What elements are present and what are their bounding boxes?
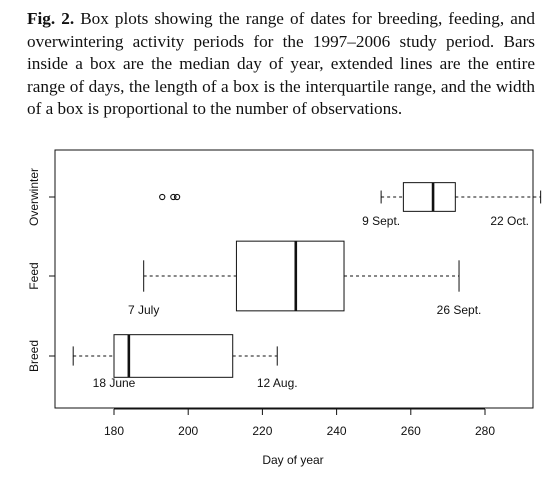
annotation-1: 12 Aug. [257, 376, 298, 390]
box-breed [113, 334, 234, 378]
outlier-overwinter-2 [173, 193, 181, 201]
category-label-breed: Breed [27, 340, 41, 372]
annotations-layer: 18 June 12 Aug. 7 July 26 Sept. 9 Sept. 22 Oc… [93, 214, 529, 390]
boxes-layer [72, 182, 542, 378]
annotation-0: 18 June [93, 376, 136, 390]
category-axis: Breed Feed Overwinter [27, 168, 55, 372]
category-label-feed: Feed [27, 262, 41, 289]
x-tick-label-240: 240 [327, 424, 347, 438]
annotation-5: 22 Oct. [490, 214, 529, 228]
annotation-3: 26 Sept. [437, 303, 482, 317]
box-feed [235, 240, 345, 312]
x-tick-label-280: 280 [475, 424, 495, 438]
box-group-breed [72, 334, 278, 378]
figure-caption: Fig. 2. Box plots showing the range of d… [27, 8, 535, 121]
figure-label: Fig. 2. [27, 9, 75, 28]
x-tick-label-220: 220 [252, 424, 272, 438]
annotation-4: 9 Sept. [362, 214, 400, 228]
plot-frame [54, 149, 534, 409]
box-group-feed [143, 240, 460, 312]
figure-caption-text: Box plots showing the range of dates for… [27, 9, 536, 119]
x-tick-label-260: 260 [401, 424, 421, 438]
outlier-overwinter-1 [170, 193, 177, 201]
category-label-overwinter: Overwinter [27, 168, 41, 226]
x-axis-label: Day of year [262, 453, 323, 467]
annotation-2: 7 July [128, 303, 159, 317]
box-group-overwinter [159, 182, 542, 212]
x-tick-label-200: 200 [178, 424, 198, 438]
x-axis: 180 200 220 240 260 280 [104, 408, 495, 438]
x-tick-label-180: 180 [104, 424, 124, 438]
outlier-overwinter-0 [159, 193, 166, 201]
box-overwinter [402, 182, 456, 212]
